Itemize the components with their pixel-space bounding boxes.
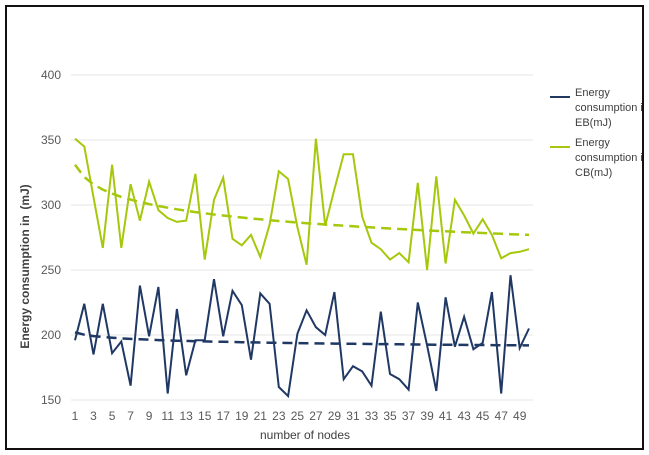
y-axis-unit: (mJ) (18, 184, 32, 209)
x-tick-label: 27 (309, 409, 323, 423)
x-tick-label: 3 (90, 409, 97, 423)
trendline-2 (74, 163, 530, 237)
x-tick-label: 29 (328, 409, 342, 423)
x-tick-label: 45 (476, 409, 490, 423)
series-line-2 (74, 137, 530, 271)
x-tick-label: 7 (127, 409, 134, 423)
x-tick-label: 17 (217, 409, 231, 423)
y-tick-label: 350 (41, 133, 61, 147)
x-tick-label: 23 (272, 409, 286, 423)
x-tick-label: 21 (254, 409, 268, 423)
x-tick-label: 13 (180, 409, 194, 423)
series-line-1 (74, 275, 530, 399)
y-tick-label: 400 (41, 68, 61, 82)
x-tick-label: 41 (439, 409, 453, 423)
gridlines (71, 74, 533, 401)
y-tick-label: 200 (41, 328, 61, 342)
x-tick-label: 25 (291, 409, 305, 423)
y-tick-label: 300 (41, 198, 61, 212)
chart-frame: 150 200 250 300 350 400 1 3 5 7 9 11 13 15 17 19 21 23 25… (5, 5, 644, 450)
x-tick-label: 31 (346, 409, 360, 423)
x-tick-label: 9 (146, 409, 153, 423)
y-axis-ticks: 150 200 250 300 350 400 (41, 68, 61, 407)
y-tick-label: 250 (41, 263, 61, 277)
legend-label: Energy (575, 87, 610, 99)
x-tick-label: 15 (198, 409, 212, 423)
x-tick-label: 39 (420, 409, 434, 423)
x-tick-label: 1 (72, 409, 79, 423)
legend-label: EB(mJ) (575, 117, 612, 129)
x-tick-label: 33 (365, 409, 379, 423)
x-axis-ticks: 1 3 5 7 9 11 13 15 17 19 21 23 25 27 29 31 33 35 37 39 41 43 4… (72, 409, 527, 423)
x-tick-label: 47 (495, 409, 509, 423)
x-tick-label: 35 (383, 409, 397, 423)
legend-label: consumption in (575, 102, 642, 114)
legend: Energy consumption in EB(mJ) Energy consumpt… (550, 87, 642, 179)
trendline-1 (74, 331, 530, 347)
x-tick-label: 5 (109, 409, 116, 423)
x-tick-label: 43 (457, 409, 471, 423)
series-layer (74, 137, 530, 399)
legend-label: Energy (575, 137, 610, 149)
legend-label: CB(mJ) (575, 167, 612, 179)
y-tick-label: 150 (41, 393, 61, 407)
y-axis-title: Energy consumption in (18, 215, 32, 348)
legend-label: consumption in (575, 152, 642, 164)
x-tick-label: 11 (161, 409, 174, 423)
x-tick-label: 49 (513, 409, 527, 423)
x-axis-title: number of nodes (260, 428, 350, 442)
x-tick-label: 19 (235, 409, 249, 423)
x-tick-label: 37 (402, 409, 416, 423)
